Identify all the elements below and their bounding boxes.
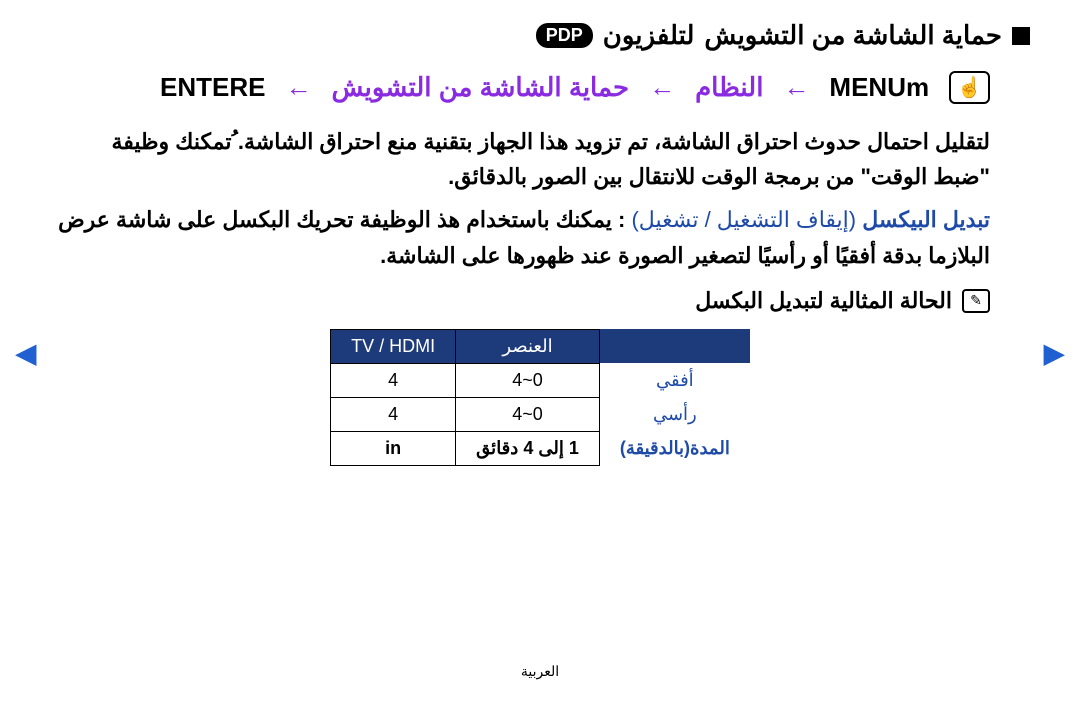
nav-prev-arrow[interactable]: ◀ xyxy=(15,336,37,369)
note-text: الحالة المثالية لتبديل البكسل xyxy=(695,288,952,314)
row-label: رأسي xyxy=(599,397,749,431)
table-row: رأسي 0~4 4 xyxy=(331,397,750,431)
row-item: 1 إلى 4 دقائق xyxy=(456,431,600,465)
table-header-tvhdmi: TV / HDMI xyxy=(331,329,456,363)
row-value: 4 xyxy=(331,363,456,397)
table-row: المدة(بالدقيقة) 1 إلى 4 دقائق in xyxy=(331,431,750,465)
pdp-badge: PDP xyxy=(536,23,593,48)
tv-prefix: لتلفزيون xyxy=(603,20,695,51)
menu-path: ☝ MENUm ← النظام ← حماية الشاشة من التشو… xyxy=(50,71,1030,104)
pixel-shift-label: تبديل البيكسل xyxy=(862,207,990,232)
paragraph-1: لتقليل احتمال حدوث احتراق الشاشة، تم تزو… xyxy=(50,124,1030,194)
screen-protect-label: حماية الشاشة من التشويش xyxy=(332,72,630,103)
nav-next-arrow[interactable]: ▶ xyxy=(1043,336,1065,369)
table-header-empty xyxy=(599,329,749,363)
note-icon: ✎ xyxy=(962,289,990,313)
pixel-shift-row: تبديل البيكسل (إيقاف التشغيل / تشغيل) : … xyxy=(50,202,1030,272)
row-label: المدة(بالدقيقة) xyxy=(599,431,749,465)
arrow-1: ← xyxy=(783,72,809,103)
menu-label: MENUm xyxy=(829,72,929,103)
pixel-shift-table: العنصر TV / HDMI أفقي 0~4 4 رأسي 0~4 4 ا… xyxy=(330,329,750,466)
note-row: ✎ الحالة المثالية لتبديل البكسل xyxy=(50,288,1030,314)
page-title: حماية الشاشة من التشويش xyxy=(704,20,1002,51)
arrow-3: ← xyxy=(286,72,312,103)
system-label: النظام xyxy=(695,72,763,103)
enter-label: ENTERE xyxy=(160,72,265,103)
footer-language: العربية xyxy=(0,663,1080,680)
table-header-item: العنصر xyxy=(456,329,600,363)
row-item: 0~4 xyxy=(456,363,600,397)
bullet-square xyxy=(1012,27,1030,45)
pixel-shift-options: (إيقاف التشغيل / تشغيل) xyxy=(631,207,856,232)
arrow-2: ← xyxy=(649,72,675,103)
title-row: حماية الشاشة من التشويش لتلفزيون PDP xyxy=(50,20,1030,51)
hand-icon: ☝ xyxy=(949,71,990,104)
table-row: أفقي 0~4 4 xyxy=(331,363,750,397)
row-label: أفقي xyxy=(599,363,749,397)
row-value: in xyxy=(331,431,456,465)
row-value: 4 xyxy=(331,397,456,431)
row-item: 0~4 xyxy=(456,397,600,431)
